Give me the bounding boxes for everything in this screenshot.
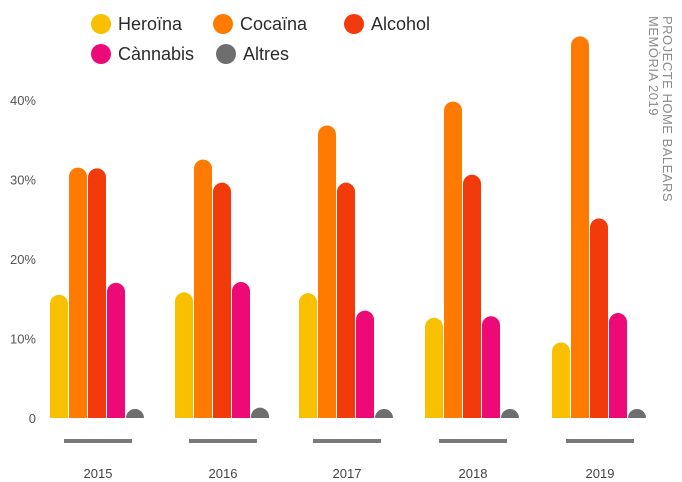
bar-cocaina-2017 xyxy=(318,125,336,418)
bar-cocaina-2019 xyxy=(571,36,589,419)
bar-cocaina-2015 xyxy=(69,167,87,418)
x-group-underline xyxy=(313,439,381,443)
legend-label-cannabis: Cànnabis xyxy=(118,44,194,64)
y-tick-label: 40% xyxy=(10,93,36,108)
x-tick-label-2018: 2018 xyxy=(459,466,488,481)
source-note-line-2: MEMÒRIA 2019 xyxy=(646,16,661,116)
legend: Heroïna Cocaïna Alcohol Cànnabis Altres xyxy=(91,14,430,64)
legend-swatch-cannabis xyxy=(91,44,111,64)
x-axis: 2015 2016 2017 2018 2019 xyxy=(64,439,634,481)
y-tick-label: 30% xyxy=(10,173,36,188)
legend-swatch-altres xyxy=(216,44,236,64)
bar-heroina-2017 xyxy=(299,293,317,418)
legend-swatch-alcohol xyxy=(344,14,364,34)
x-group-underline xyxy=(439,439,507,443)
bar-cannabis-2016 xyxy=(232,282,250,418)
bar-alcohol-2018 xyxy=(463,174,481,418)
bar-alcohol-2017 xyxy=(337,182,355,418)
bar-altres-2017 xyxy=(375,409,393,418)
bar-alcohol-2016 xyxy=(213,182,231,418)
bar-cannabis-2019 xyxy=(609,313,627,418)
bar-heroina-2015 xyxy=(50,294,68,418)
source-note: PROJECTE HOME BALEARS MEMÒRIA 2019 xyxy=(646,16,675,202)
y-axis: 0 10% 20% 30% 40% xyxy=(10,93,36,426)
x-group-underline xyxy=(64,439,132,443)
y-tick-label: 10% xyxy=(10,332,36,347)
y-tick-label: 0 xyxy=(29,411,36,426)
bar-heroina-2016 xyxy=(175,292,193,418)
bar-heroina-2018 xyxy=(425,317,443,418)
bar-altres-2019 xyxy=(628,409,646,418)
bar-altres-2015 xyxy=(126,409,144,418)
bars xyxy=(50,36,646,419)
x-tick-label-2019: 2019 xyxy=(586,466,615,481)
x-group-underline xyxy=(566,439,634,443)
bar-cannabis-2017 xyxy=(356,310,374,418)
x-group-underline xyxy=(189,439,257,443)
bar-altres-2016 xyxy=(251,407,269,418)
legend-label-alcohol: Alcohol xyxy=(371,14,430,34)
bar-heroina-2019 xyxy=(552,342,570,418)
bar-alcohol-2019 xyxy=(590,218,608,418)
bar-altres-2018 xyxy=(501,409,519,418)
bar-cocaina-2016 xyxy=(194,159,212,418)
legend-swatch-cocaina xyxy=(213,14,233,34)
bar-cannabis-2018 xyxy=(482,316,500,418)
x-tick-label-2017: 2017 xyxy=(333,466,362,481)
bar-alcohol-2015 xyxy=(88,168,106,418)
bar-cocaina-2018 xyxy=(444,101,462,419)
y-tick-label: 20% xyxy=(10,252,36,267)
legend-swatch-heroina xyxy=(91,14,111,34)
source-note-line-1: PROJECTE HOME BALEARS xyxy=(660,16,675,202)
legend-label-heroina: Heroïna xyxy=(118,14,183,34)
bar-cannabis-2015 xyxy=(107,282,125,418)
legend-label-cocaina: Cocaïna xyxy=(240,14,308,34)
legend-label-altres: Altres xyxy=(243,44,289,64)
x-tick-label-2016: 2016 xyxy=(209,466,238,481)
x-tick-label-2015: 2015 xyxy=(84,466,113,481)
